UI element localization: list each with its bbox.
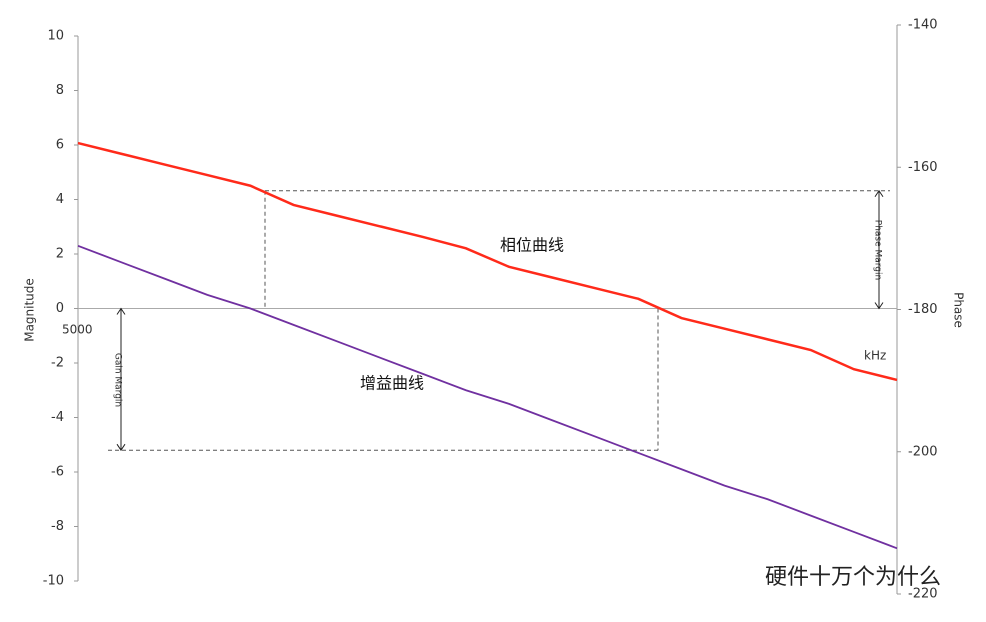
y-tick-label: -8 [51,519,64,534]
phase-margin-label: Phase Margin [873,220,883,280]
gain-margin-arrow [116,307,126,452]
y-tick-label: 0 [56,301,64,316]
y-tick-label: 10 [47,29,64,44]
y2-tick-label: -160 [908,160,938,175]
y-tick-label: 6 [56,138,64,153]
series-label: 相位曲线 [500,236,564,255]
unit-label: kHz [864,349,886,363]
series-label: 增益曲线 [360,374,424,393]
y2-tick-label: -200 [908,444,938,459]
watermark: 硬件十万个为什么 [765,565,941,590]
y-tick-label: 4 [56,192,64,207]
y-tick-label: -6 [51,465,64,480]
y-tick-label: 8 [56,83,64,98]
phase-margin-arrow [874,189,884,310]
y2-tick-label: -180 [908,302,938,317]
y2-tick-label: -140 [908,18,938,33]
series-line [77,141,898,382]
y2-axis-label: Phase [952,292,966,328]
y2-tick-label: -220 [908,587,938,602]
start-frequency: 5000 [62,323,93,337]
y-tick-label: 2 [56,247,64,262]
y-tick-label: -2 [51,356,64,371]
series-line [77,244,898,550]
y-tick-label: -10 [43,574,64,589]
y-tick-label: -4 [51,410,64,425]
y-axis-label: Magnitude [23,278,37,342]
gain-margin-label: Gain Margin [113,353,123,407]
